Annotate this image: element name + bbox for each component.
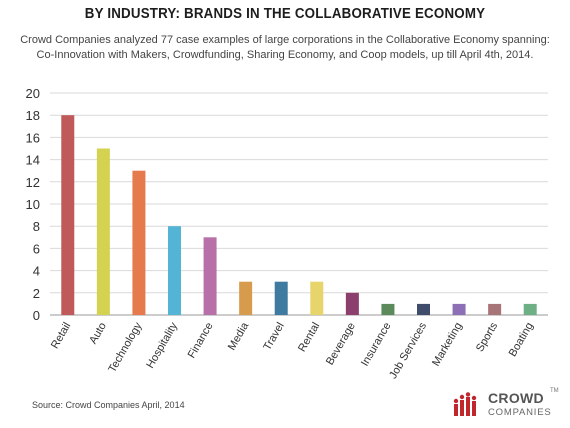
- y-tick-label: 8: [33, 219, 40, 234]
- bar-finance: [203, 237, 217, 315]
- x-tick-label: Insurance: [359, 321, 394, 369]
- x-tick-label: Marketing: [430, 321, 465, 369]
- x-tick-label: Hospitality: [144, 320, 180, 370]
- bar-auto: [96, 148, 110, 315]
- y-tick-label: 2: [33, 286, 40, 301]
- logo-subtext: COMPANIES: [488, 407, 552, 418]
- y-tick-label: 10: [26, 197, 40, 212]
- bar-insurance: [381, 303, 395, 315]
- logo-wordmark: CROWD: [488, 390, 544, 406]
- bar-technology: [132, 170, 146, 315]
- bar-hospitality: [168, 226, 181, 315]
- x-tick-label: Retail: [49, 321, 73, 351]
- bar-rental: [310, 281, 324, 315]
- x-tick-label: Finance: [186, 321, 216, 361]
- x-tick-label: Boating: [507, 321, 536, 359]
- x-tick-label: Rental: [296, 321, 322, 355]
- y-tick-label: 12: [26, 175, 40, 190]
- chart-title: BY INDUSTRY: BRANDS IN THE COLLABORATIVE…: [84, 6, 486, 22]
- bar-boating: [523, 303, 537, 315]
- bar-retail: [61, 115, 75, 315]
- crowd-companies-logo: CROWD TM COMPANIES: [452, 388, 562, 422]
- x-tick-label: Sports: [474, 320, 501, 354]
- bar-travel: [274, 281, 288, 315]
- source-note: Source: Crowd Companies April, 2014: [32, 400, 185, 410]
- x-tick-label: Media: [226, 320, 252, 353]
- bar-media: [239, 281, 253, 315]
- y-tick-label: 6: [33, 241, 40, 256]
- y-tick-label: 20: [26, 86, 40, 101]
- x-tick-label: Beverage: [324, 321, 358, 368]
- x-tick-label: Travel: [261, 321, 286, 353]
- bar-beverage: [345, 292, 359, 315]
- x-tick-label: Technology: [106, 320, 144, 375]
- y-tick-label: 14: [26, 153, 40, 168]
- y-tick-label: 0: [33, 308, 40, 323]
- bar-marketing: [452, 303, 466, 315]
- bar-sports: [488, 303, 502, 315]
- y-tick-label: 18: [26, 108, 40, 123]
- y-tick-label: 16: [26, 130, 40, 145]
- x-tick-label: Auto: [87, 321, 109, 347]
- bar-job-services: [417, 303, 430, 315]
- x-tick-label: Job Services: [387, 320, 429, 381]
- crowd-companies-logo-icon: [453, 392, 477, 416]
- chart-subtitle: Crowd Companies analyzed 77 case example…: [20, 34, 550, 61]
- logo-trademark: TM: [550, 388, 559, 394]
- y-tick-label: 4: [33, 264, 40, 279]
